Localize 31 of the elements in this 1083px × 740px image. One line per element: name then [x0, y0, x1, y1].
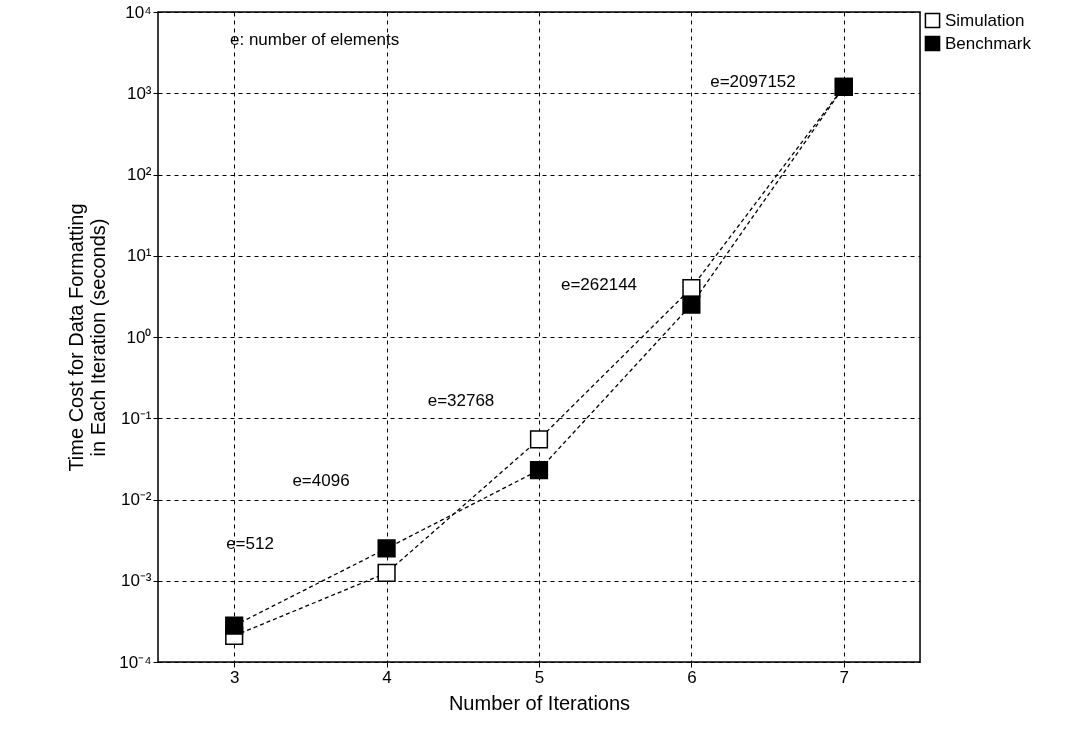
annotation: e=4096: [292, 471, 350, 490]
x-tick-label: 7: [839, 667, 850, 687]
point: [682, 295, 701, 314]
y-tick-label: 10⁰: [126, 327, 152, 347]
legend-label: Benchmark: [945, 33, 1032, 53]
x-tick-label: 6: [687, 667, 697, 687]
x-tick-label: 4: [382, 667, 392, 687]
point: [682, 278, 701, 298]
y-tick-label: 10⁴: [125, 2, 152, 22]
point: [529, 430, 549, 449]
y-axis-title: Time Cost for Data Formatting in Each Iteration (seconds): [65, 203, 110, 472]
y-tick-label: 10⁻⁴: [119, 652, 152, 672]
point: [529, 460, 549, 480]
point: [377, 539, 396, 558]
point: [377, 563, 396, 582]
y-tick-label: 10⁻³: [120, 571, 152, 591]
legend-label: Simulation: [945, 10, 1025, 30]
annotation: e=262144: [560, 275, 638, 294]
annotation: e=512: [226, 534, 274, 553]
annotation: e=2097152: [710, 72, 796, 91]
annotation: e=32768: [427, 391, 495, 410]
point: [225, 616, 244, 635]
y-tick-label: 10⁻¹: [120, 408, 152, 428]
x-tick-label: 3: [229, 667, 240, 687]
y-tick-label: 10³: [126, 83, 152, 103]
x-axis-title: Number of Iterations: [448, 691, 631, 714]
x-tick-label: 5: [534, 667, 545, 687]
y-tick-label: 10²: [126, 165, 152, 184]
annotation: e: number of elements: [230, 30, 400, 49]
y-tick-label: 10⁻²: [120, 490, 152, 509]
y-tick-label: 10¹: [126, 246, 152, 266]
